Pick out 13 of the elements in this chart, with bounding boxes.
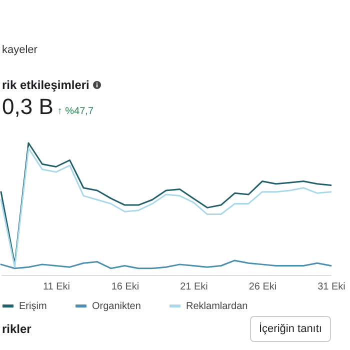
chart-title: rik etkileşimleri — [2, 78, 90, 92]
x-tick-label: 16 Eki — [111, 282, 140, 292]
x-tick-label: 11 Eki — [42, 282, 70, 292]
x-tick-label: 21 Eki — [180, 282, 208, 292]
legend-label: Erişim — [19, 301, 47, 312]
x-tick-label: 31 Eki — [318, 282, 346, 292]
legend-label: Organikten — [92, 301, 141, 312]
text: kayeler — [2, 44, 38, 56]
legend-label: Reklamlardan — [186, 301, 248, 312]
text: rikler — [2, 322, 32, 336]
x-tick-label: 26 Eki — [248, 282, 277, 292]
text: İçeriğin tanıtı — [250, 316, 331, 342]
chart-subtitle: 0,3 B ↑ %47,7 — [2, 94, 94, 120]
